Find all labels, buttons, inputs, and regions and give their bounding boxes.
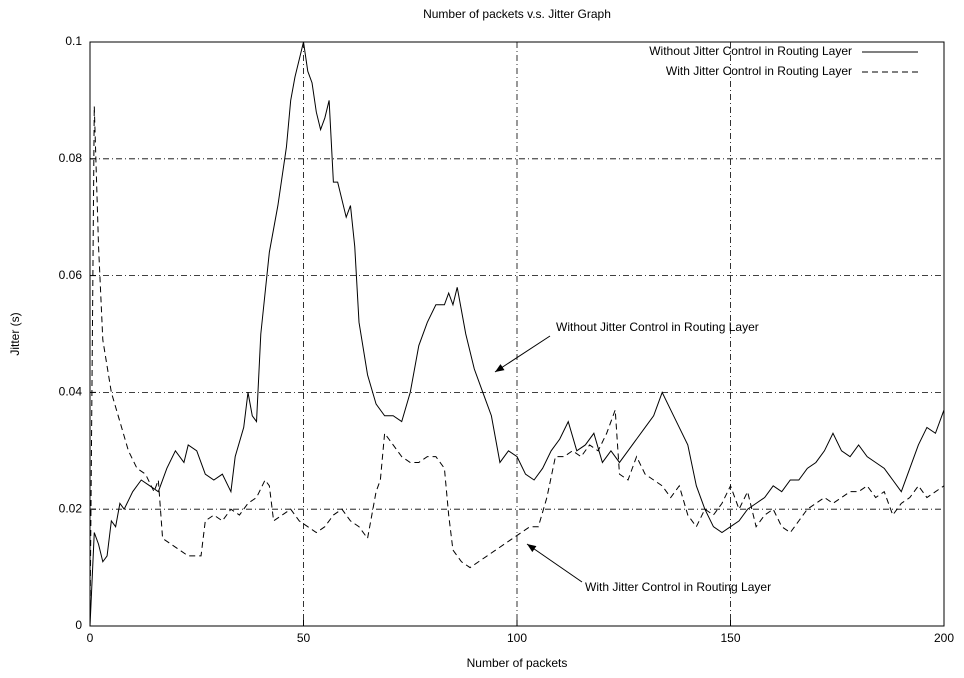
y-tick-label: 0.04: [59, 385, 83, 399]
x-tick-label: 0: [87, 631, 94, 645]
y-tick-label: 0.1: [65, 34, 82, 48]
x-tick-label: 50: [297, 631, 311, 645]
y-tick-label: 0.08: [59, 151, 83, 165]
y-tick-label: 0: [75, 618, 82, 632]
x-tick-label: 150: [720, 631, 740, 645]
annotation-arrow: [494, 335, 551, 373]
series-line: [89, 106, 945, 627]
x-tick-label: 200: [934, 631, 954, 645]
legend-label: Without Jitter Control in Routing Layer: [649, 44, 852, 58]
x-axis-label: Number of packets: [467, 656, 568, 670]
y-tick-label: 0.02: [59, 501, 83, 515]
annotation: With Jitter Control in Routing Layer: [585, 580, 771, 594]
x-tick-label: 100: [507, 631, 527, 645]
y-axis-label: Jitter (s): [8, 312, 22, 355]
annotation-arrow: [526, 543, 583, 583]
plot-frame: [89, 41, 945, 627]
chart-title: Number of packets v.s. Jitter Graph: [423, 7, 611, 21]
y-tick-label: 0.06: [59, 268, 83, 282]
legend-label: With Jitter Control in Routing Layer: [666, 64, 852, 78]
annotation: Without Jitter Control in Routing Layer: [556, 320, 759, 334]
series-line: [89, 41, 945, 627]
